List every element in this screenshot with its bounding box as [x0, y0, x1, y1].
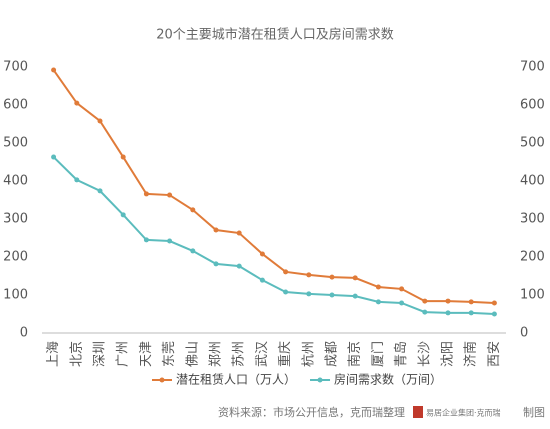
credit: 制图 [523, 406, 545, 419]
point [167, 238, 173, 244]
y2-tick-label: 600 [520, 98, 545, 113]
point [445, 310, 451, 316]
x-tick-label: 东莞 [162, 341, 177, 367]
point [375, 299, 381, 305]
source: 资料来源：市场公开信息，克而瑞整理 [218, 405, 405, 419]
point [306, 272, 312, 278]
y2-tick-label: 0 [520, 326, 528, 341]
point [399, 300, 405, 306]
x-tick-label: 杭州 [301, 341, 316, 367]
point [190, 207, 196, 213]
x-tick-label: 长沙 [417, 341, 432, 367]
x-tick-label: 青岛 [393, 341, 409, 367]
logo-icon [413, 406, 423, 418]
logo: 易居企业集团·克而瑞 [426, 408, 501, 418]
x-tick-label: 南京 [347, 341, 363, 367]
point [213, 227, 219, 233]
y2-tick-label: 200 [520, 250, 545, 265]
point [468, 299, 474, 305]
x-tick-label: 天津 [139, 341, 154, 367]
x-tick-label: 成都 [325, 341, 340, 367]
point [283, 289, 289, 295]
y-tick-label: 300 [3, 212, 28, 227]
point [422, 309, 428, 315]
x-tick-label: 苏州 [231, 341, 247, 367]
point [375, 284, 381, 290]
legend-marker [159, 377, 165, 383]
x-tick-label: 西安 [487, 341, 502, 367]
point [283, 269, 289, 275]
point [120, 212, 126, 218]
series-line [52, 69, 495, 304]
x-tick-label: 郑州 [209, 341, 224, 367]
point [352, 293, 358, 299]
point [399, 286, 405, 292]
series-line [52, 156, 495, 315]
y-tick-label: 0 [20, 326, 28, 341]
y2-tick-label: 300 [520, 212, 545, 227]
point [329, 292, 335, 298]
x-tick-label: 上海 [46, 341, 61, 367]
x-tick-label: 深圳 [93, 341, 108, 367]
y-tick-label: 500 [3, 136, 28, 151]
point [51, 67, 57, 73]
legend-label: 房间需求数（万间） [334, 372, 442, 387]
legend-marker [317, 377, 323, 383]
y2-tick-label: 100 [520, 288, 545, 303]
legend-label: 潜在租赁人口（万人） [176, 373, 296, 387]
point [259, 277, 265, 283]
x-tick-label: 沈阳 [441, 341, 456, 367]
point [51, 154, 57, 160]
y-tick-label: 100 [3, 288, 28, 303]
chart-title: 20个主要城市潜在租赁人口及房间需求数 [156, 27, 394, 43]
point [491, 300, 497, 306]
y-tick-label: 600 [3, 98, 28, 113]
y-tick-label: 400 [3, 174, 28, 189]
point [306, 291, 312, 297]
point [491, 311, 497, 317]
point [143, 237, 149, 243]
point [74, 100, 80, 106]
x-tick-label: 重庆 [277, 341, 293, 367]
x-tick-label: 广州 [116, 341, 131, 367]
x-tick-label: 北京 [69, 341, 84, 367]
y2-tick-label: 500 [520, 136, 545, 151]
point [236, 263, 242, 269]
point [236, 230, 242, 236]
point [143, 191, 149, 197]
point [213, 261, 219, 267]
point [167, 192, 173, 198]
y2-tick-label: 400 [520, 174, 545, 189]
point [259, 251, 265, 257]
point [74, 177, 80, 183]
x-tick-label: 济南 [463, 341, 479, 367]
point [445, 298, 451, 304]
point [120, 154, 126, 160]
point [97, 118, 103, 124]
x-tick-label: 厦门 [371, 341, 386, 367]
x-tick-label: 武汉 [255, 341, 270, 367]
point [190, 248, 196, 254]
point [468, 310, 474, 316]
y-tick-label: 200 [3, 250, 28, 265]
x-tick-label: 佛山 [185, 341, 200, 367]
point [352, 275, 358, 281]
point [422, 298, 428, 304]
y-tick-label: 700 [3, 60, 28, 75]
y2-tick-label: 700 [520, 60, 545, 75]
point [97, 188, 103, 194]
point [329, 274, 335, 280]
